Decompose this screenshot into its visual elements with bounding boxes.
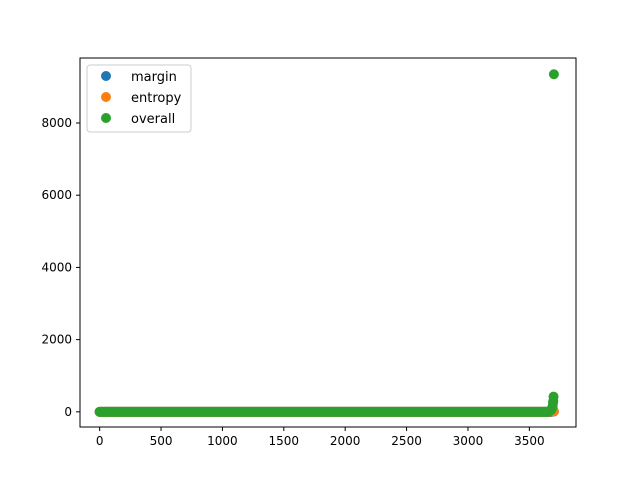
legend-marker-entropy — [101, 92, 111, 102]
x-tick-label-1: 500 — [150, 434, 173, 448]
y-tick-label-2: 4000 — [41, 260, 72, 274]
point-overall-7 — [548, 391, 559, 402]
x-axis-ticks: 0 500 1000 1500 2000 2500 3000 3500 — [96, 427, 545, 448]
y-axis-ticks: 0 2000 4000 6000 8000 — [41, 116, 80, 419]
data-points — [543, 69, 559, 417]
legend: margin entropy overall — [86, 64, 192, 133]
x-tick-label-5: 2500 — [391, 434, 422, 448]
x-tick-label-7: 3500 — [514, 434, 545, 448]
point-overall-8 — [548, 69, 559, 80]
legend-marker-margin — [101, 71, 111, 81]
x-tick-label-2: 1000 — [207, 434, 238, 448]
legend-label-overall: overall — [131, 112, 175, 127]
legend-box — [86, 64, 192, 133]
y-tick-label-4: 8000 — [41, 116, 72, 130]
baseline-band-overall — [94, 406, 554, 417]
y-tick-label-1: 2000 — [41, 333, 72, 347]
y-tick-label-0: 0 — [64, 405, 72, 419]
x-tick-label-4: 2000 — [330, 434, 361, 448]
x-tick-label-3: 1500 — [269, 434, 300, 448]
x-tick-label-6: 3000 — [453, 434, 484, 448]
baseline-bands — [94, 406, 557, 417]
legend-marker-overall — [101, 113, 111, 123]
y-tick-label-3: 6000 — [41, 188, 72, 202]
legend-label-entropy: entropy — [131, 91, 182, 106]
plot-frame — [79, 57, 577, 428]
legend-label-margin: margin — [131, 70, 177, 85]
x-tick-label-0: 0 — [96, 434, 104, 448]
